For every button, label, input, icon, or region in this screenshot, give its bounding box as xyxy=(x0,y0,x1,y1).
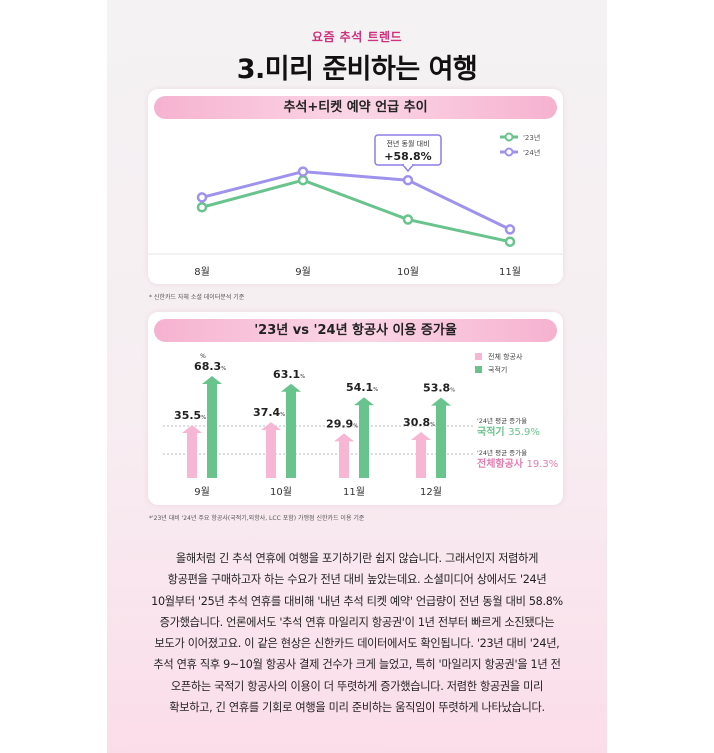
bar xyxy=(182,424,202,478)
bar xyxy=(431,397,451,478)
average-caption: '24년 평균 증가율 xyxy=(477,416,527,425)
legend-swatch xyxy=(475,366,482,373)
data-point xyxy=(297,174,309,186)
data-label-unit: % xyxy=(221,366,226,372)
line-chart: 8월 9월 10월 11월 '23년 '24년 전년 동월 대비 +58.8% xyxy=(148,132,563,278)
data-label: 68.3% xyxy=(194,360,226,373)
bar xyxy=(354,397,374,478)
annotation-pointer-mask xyxy=(404,163,412,166)
body-line: 10월부터 '25년 추석 연휴를 대비해 '내년 추석 티켓 예약' 언급량이… xyxy=(151,594,563,608)
data-point xyxy=(196,202,208,213)
data-label: 63.1% xyxy=(273,368,305,381)
bar-chart: 35.5% 68.3% 9월 37.4% 63.1% 10월 29.9% 54.1% 11월 30… xyxy=(163,352,558,498)
data-point xyxy=(297,166,309,177)
average-number: 19.3% xyxy=(526,459,558,470)
legend-label: '24년 xyxy=(523,148,540,157)
annotation-value: +58.8% xyxy=(384,150,431,163)
data-label: 30.8% xyxy=(403,416,435,429)
legend-label: 국적기 xyxy=(488,365,507,374)
bar xyxy=(202,376,222,478)
data-point xyxy=(504,236,516,247)
average-value: 전체항공사 19.3% xyxy=(477,457,558,470)
data-label-unit: % xyxy=(300,374,305,380)
x-tick-label: 11월 xyxy=(343,486,365,498)
content-panel: 요즘 추석 트렌드 3.미리 준비하는 여행 추석+티켓 예약 언급 추이 8월… xyxy=(107,0,607,753)
data-point xyxy=(402,174,414,186)
data-label-unit: % xyxy=(280,412,285,418)
data-point xyxy=(196,192,208,203)
bar-chart-title: '23년 vs '24년 항공사 이용 증가율 xyxy=(154,319,557,342)
annotation-label: 전년 동월 대비 xyxy=(386,139,429,148)
data-point xyxy=(402,214,414,225)
x-tick-label: 11월 xyxy=(499,266,521,278)
data-label: 29.9% xyxy=(326,417,358,430)
data-label-unit: % xyxy=(353,423,358,429)
legend-label: 전체 항공사 xyxy=(488,352,523,361)
data-label: 54.1% xyxy=(346,381,378,394)
data-point xyxy=(504,224,516,235)
body-line: 올해처럼 긴 추석 연휴에 여행을 포기하기란 쉽지 않습니다. 그래서인지 저… xyxy=(175,552,539,565)
line-chart-title: 추석+티켓 예약 언급 추이 xyxy=(154,96,557,119)
legend-label: '23년 xyxy=(523,133,540,142)
bar xyxy=(281,383,301,478)
bar xyxy=(334,433,354,478)
legend-marker xyxy=(504,147,514,157)
bar xyxy=(411,432,431,478)
line-chart-card: 추석+티켓 예약 언급 추이 8월 9월 10월 11월 '23년 '24년 전년 동월 대… xyxy=(148,89,563,284)
series-line xyxy=(201,178,511,244)
body-line: 오픈하는 국적기 항공사의 이용이 더 뚜렷하게 증가했습니다. 저렴한 항공권… xyxy=(170,679,544,693)
x-tick-label: 8월 xyxy=(194,266,210,278)
data-label-unit: % xyxy=(201,415,206,421)
bar xyxy=(261,422,281,478)
data-label-unit: % xyxy=(450,388,455,394)
body-line: 항공편을 구매하고자 하는 수요가 전년 대비 높았는데요. 소셜미디어 상에서… xyxy=(167,573,547,587)
body-paragraph: 올해처럼 긴 추석 연휴에 여행을 포기하기란 쉽지 않습니다. 그래서인지 저… xyxy=(107,548,607,718)
average-caption: '24년 평균 증가율 xyxy=(477,448,527,457)
x-tick-label: 9월 xyxy=(295,266,311,278)
legend-swatch xyxy=(475,353,482,360)
bar-chart-source-note: *'23년 대비 '24년 주요 항공사(국적기,외항사, LCC 포함) 가맹… xyxy=(149,515,365,522)
page-title: 3.미리 준비하는 여행 xyxy=(236,54,478,85)
average-number: 35.9% xyxy=(508,427,540,438)
bar-chart-card: '23년 vs '24년 항공사 이용 증가율 35.5% 68.3% 9월 37.4… xyxy=(148,312,563,505)
x-tick-label: 12월 xyxy=(420,486,442,498)
unit-label: % xyxy=(200,353,206,360)
body-line: 확보하고, 긴 연휴를 기회로 여행을 미리 준비하는 움직임이 뚜렷하게 나타… xyxy=(169,701,545,715)
body-line: 보도가 이어졌고요. 이 같은 현상은 신한카드 데이터에서도 확인됩니다. '… xyxy=(154,637,560,651)
line-chart-source-note: * 신한카드 자체 소셜 데이터분석 기준 xyxy=(149,294,245,301)
data-label-unit: % xyxy=(373,387,378,393)
data-label: 37.4% xyxy=(253,406,285,419)
series-line xyxy=(201,170,511,231)
data-label: 53.8% xyxy=(423,382,455,395)
average-value: 국적기 35.9% xyxy=(477,425,540,438)
body-line: 추석 연휴 직후 9~10월 항공사 결제 건수가 크게 늘었고, 특히 '마일… xyxy=(153,658,561,672)
section-kicker: 요즘 추석 트렌드 xyxy=(311,30,403,44)
data-label: 35.5% xyxy=(174,409,206,422)
legend-marker xyxy=(504,132,514,142)
x-tick-label: 10월 xyxy=(270,486,292,498)
x-tick-label: 10월 xyxy=(397,266,419,278)
x-tick-label: 9월 xyxy=(194,486,210,498)
data-label-unit: % xyxy=(430,422,435,428)
body-line: 증가했습니다. 언론에서도 '추석 연휴 마일리지 항공권'이 1년 전부터 빠… xyxy=(159,615,555,629)
